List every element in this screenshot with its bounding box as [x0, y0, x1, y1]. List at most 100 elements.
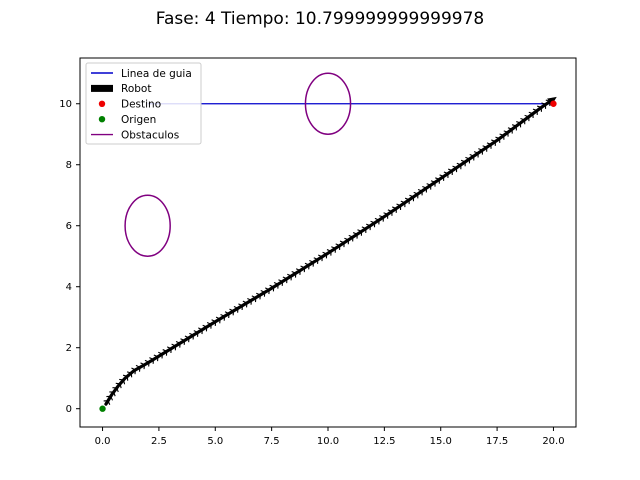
robot-marker [348, 234, 354, 242]
robot-marker [211, 319, 217, 327]
robot-marker [242, 300, 248, 308]
y-tick-label: 10 [59, 99, 72, 110]
robot-marker [452, 165, 458, 173]
robot-marker [400, 200, 406, 208]
robot-marker [413, 191, 419, 199]
robot-marker [357, 229, 363, 236]
robot-marker [478, 148, 483, 155]
robot-marker [131, 367, 136, 375]
y-tick-label: 4 [66, 282, 72, 293]
robot-marker [220, 313, 226, 321]
y-tick-label: 6 [66, 221, 72, 232]
origen-point [99, 405, 106, 412]
robot-marker [499, 133, 505, 140]
robot-marker [264, 287, 270, 295]
robot-marker [166, 346, 172, 354]
chart-title: Fase: 4 Tiempo: 10.799999999999978 [156, 9, 485, 29]
legend-label: Obstaculos [121, 129, 179, 141]
x-axis: 0.0 2.5 5.0 7.5 10.0 12.5 15.0 17.5 20.0 [95, 427, 565, 447]
robot-marker [495, 136, 501, 143]
robot-marker [180, 338, 186, 345]
robot-marker [229, 308, 235, 316]
robot-marker [391, 206, 397, 213]
robot-marker [370, 220, 376, 228]
robot-marker [379, 215, 384, 222]
legend: Linea de guia Robot Destino Origen Obstaculo… [85, 62, 202, 145]
y-tick-label: 0 [66, 404, 72, 415]
robot-marker [122, 374, 129, 381]
legend-entry: Linea de guia [91, 68, 192, 80]
robot-marker [532, 108, 538, 115]
robot-marker [202, 324, 208, 332]
robot-marker [291, 271, 297, 278]
robot-marker [374, 217, 380, 225]
legend-entry: Destino [98, 99, 161, 111]
robot-marker [273, 281, 279, 289]
robot-marker [322, 251, 328, 259]
robot-marker [233, 305, 239, 313]
robot-marker [460, 159, 466, 167]
legend-label: Origen [121, 114, 156, 126]
robot-marker [206, 322, 212, 329]
robot-marker [422, 186, 427, 193]
robot-marker [251, 295, 257, 303]
x-tick-label: 20.0 [542, 436, 564, 447]
robot-marker [103, 400, 111, 405]
robot-marker [144, 359, 150, 367]
robot-marker [417, 188, 423, 196]
robot-marker [366, 223, 371, 231]
robot-marker [109, 391, 116, 397]
robot-marker [171, 343, 177, 351]
robot-marker [326, 249, 332, 256]
robot-marker [352, 232, 358, 239]
robot-marker [215, 316, 221, 324]
robot-marker [224, 311, 230, 319]
x-tick-label: 10.0 [317, 436, 339, 447]
obstacle-ellipse [124, 194, 171, 257]
robot-marker [524, 114, 530, 122]
robot-marker [456, 162, 462, 170]
robot-marker [331, 246, 336, 253]
robot-marker [516, 121, 522, 128]
robot-marker [536, 105, 542, 112]
x-tick-label: 2.5 [151, 436, 167, 447]
robot-marker [435, 177, 440, 184]
plot-area [99, 72, 557, 412]
robot-marker [387, 209, 393, 216]
robot-marker [149, 357, 154, 364]
robot-marker [383, 212, 389, 219]
robot-marker [278, 279, 284, 286]
y-tick-label: 2 [66, 343, 72, 354]
robot-marker [193, 330, 199, 337]
robot-marker [309, 260, 314, 267]
robot-marker [313, 257, 319, 264]
robot-marker [260, 290, 266, 297]
robot-marker [140, 362, 146, 370]
robot-marker [162, 349, 168, 356]
legend-swatch [91, 84, 113, 92]
robot-marker [175, 340, 181, 348]
robot-marker [528, 111, 534, 119]
robot-marker [112, 387, 119, 393]
robot-marker [304, 262, 310, 270]
robot-marker [295, 268, 301, 275]
x-tick-label: 5.0 [207, 436, 223, 447]
robot-marker [541, 102, 547, 109]
robot-marker [119, 378, 126, 385]
legend-label: Linea de guia [121, 68, 192, 80]
robot-marker [238, 303, 243, 311]
robot-marker [184, 335, 190, 343]
robot-marker [404, 197, 410, 205]
legend-box [85, 62, 202, 145]
x-tick-label: 17.5 [486, 436, 508, 447]
robot-marker [189, 332, 194, 340]
y-axis: 0 2 4 6 8 10 [59, 99, 80, 415]
robot-marker [426, 183, 432, 190]
robot-marker [486, 142, 492, 149]
y-tick-label: 8 [66, 160, 72, 171]
robot-marker [396, 203, 402, 210]
robot-marker [447, 168, 453, 176]
legend-entry: Obstaculos [91, 129, 179, 141]
x-tick-label: 15.0 [430, 436, 452, 447]
